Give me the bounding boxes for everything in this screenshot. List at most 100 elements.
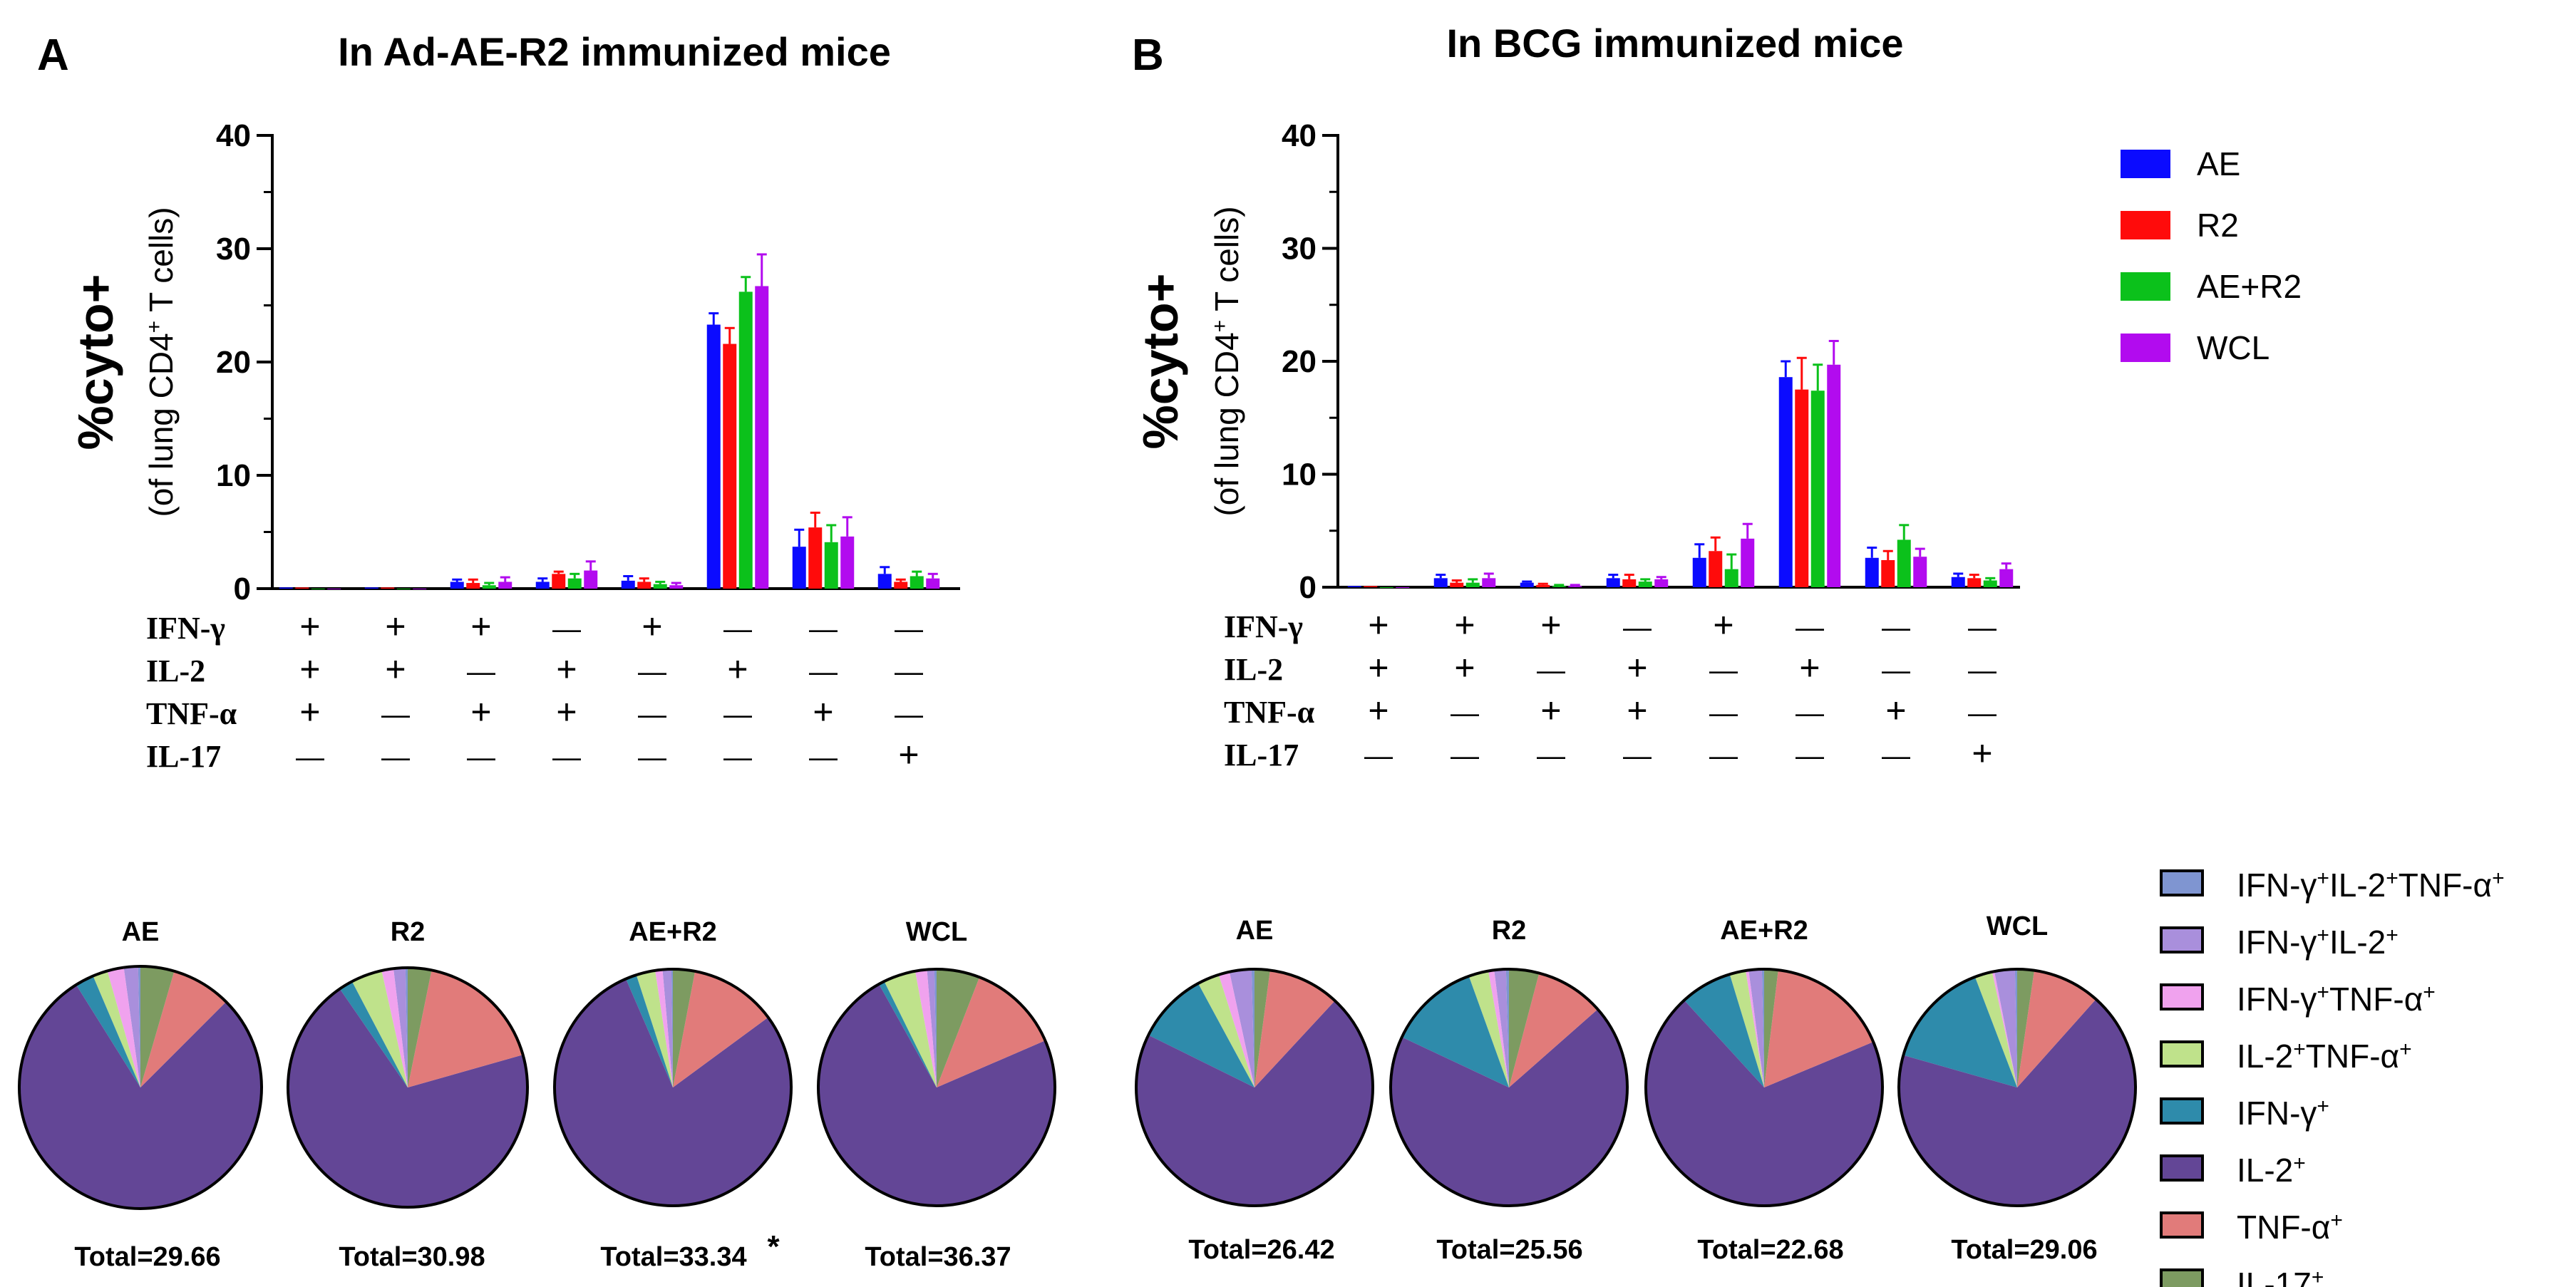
pie-total-label: Total=33.34 <box>600 1242 746 1272</box>
pie-slice-8 <box>1509 969 1540 1087</box>
bar-ae-r2-5 <box>653 584 667 589</box>
pie-slice-8 <box>408 968 432 1087</box>
cytokine-row-label: TNF-α <box>146 696 237 731</box>
pie-slice-7 <box>1254 970 1335 1087</box>
pie-slice-7 <box>408 970 523 1087</box>
pie-slice-2 <box>927 969 937 1087</box>
pie-legend-label-5: IFN-γ+ <box>2237 1095 2329 1132</box>
bar-ae-r2-6 <box>738 291 753 589</box>
bar-wcl-7 <box>840 536 855 589</box>
cytokine-sign: — <box>723 742 752 773</box>
pie-slice-1 <box>405 968 408 1087</box>
cytokine-sign: + <box>642 606 662 646</box>
pie-outline <box>553 968 793 1207</box>
pie-title: R2 <box>1492 916 1527 946</box>
pie-slice-7 <box>2017 970 2096 1087</box>
pie-legend-label-8: IL-17+ <box>2237 1266 2324 1287</box>
pie-slice-1 <box>1251 969 1254 1087</box>
pie-slice-4 <box>636 970 673 1087</box>
cytokine-sign: — <box>1968 655 1997 686</box>
bar-r2-1 <box>1364 586 1378 587</box>
pie-total-label: Total=26.42 <box>1188 1235 1334 1265</box>
pie-outline <box>1135 968 1374 1207</box>
pie-outline <box>18 965 263 1210</box>
cytokine-sign: + <box>1454 605 1475 645</box>
cytokine-sign: — <box>1709 698 1738 729</box>
pie-slice-7 <box>937 977 1046 1087</box>
cytokine-row-label: IFN-γ <box>1224 609 1303 644</box>
bar-r2-2 <box>1450 582 1464 587</box>
cytokine-sign: + <box>385 606 406 646</box>
cytokine-sign: — <box>1796 698 1824 729</box>
pie-a-r2: R2 Total=30.98 <box>287 917 529 1272</box>
y-tick-label: 20 <box>216 345 251 380</box>
bar-r2-7 <box>1881 559 1895 587</box>
cytokine-sign: — <box>638 656 666 688</box>
pie-slice-1 <box>934 969 937 1087</box>
pie-title: AE <box>1236 916 1274 946</box>
pie-slice-4 <box>1729 971 1764 1087</box>
pie-slice-1 <box>2014 969 2017 1087</box>
pie-slice-8 <box>937 969 980 1087</box>
cytokine-sign: — <box>467 656 495 688</box>
cytokine-sign: + <box>1368 691 1389 730</box>
bar-ae-4 <box>1606 578 1620 587</box>
cytokine-row-label: IL-17 <box>146 739 221 774</box>
cytokine-sign: + <box>1627 691 1647 730</box>
pie-slice-7 <box>673 971 768 1087</box>
pie-legend-label-3: IFN-γ+TNF-α+ <box>2237 981 2436 1018</box>
bar-r2-1 <box>295 587 309 589</box>
pie-legend-swatch-1 <box>2160 869 2204 896</box>
cytokine-sign: — <box>1451 698 1479 729</box>
pie-title: WCL <box>1987 911 2049 941</box>
y-axis-subtitle: (of lung CD4+ T cells) <box>143 207 180 517</box>
pie-slice-5 <box>626 975 673 1087</box>
bar-ae-7 <box>1865 557 1879 587</box>
panel-letter-a: A <box>37 31 69 80</box>
bar-ae-5 <box>621 580 635 589</box>
pie-legend-label-6: IL-2+ <box>2237 1152 2306 1189</box>
pie-slice-3 <box>1488 970 1509 1087</box>
pie-legend-swatch-6 <box>2160 1154 2204 1182</box>
cytokine-row-label: IL-17 <box>1224 738 1299 772</box>
pie-slice-4 <box>351 971 408 1087</box>
pie-slice-8 <box>140 966 175 1087</box>
pie-slice-6 <box>288 988 528 1208</box>
cytokine-sign: + <box>1885 691 1906 730</box>
pie-slice-4 <box>1468 971 1509 1087</box>
pie-slice-3 <box>915 969 937 1087</box>
bar-r2-3 <box>466 583 480 589</box>
cytokine-sign: — <box>1623 740 1652 772</box>
bar-wcl-5 <box>669 585 684 589</box>
bar-r2-8 <box>1967 578 1982 587</box>
bar-wcl-8 <box>926 578 940 589</box>
panel-letter-b: B <box>1132 31 1164 80</box>
bar-ae-r2-7 <box>824 542 838 589</box>
legend-swatch-ae-r2 <box>2121 272 2170 301</box>
pie-b-wcl: WCL Total=29.06 <box>1897 911 2137 1265</box>
legend-label-ae-r2: AE+R2 <box>2197 268 2302 305</box>
bar-ae-3 <box>450 582 464 589</box>
pie-legend-swatch-2 <box>2160 926 2204 953</box>
y-tick-label: 30 <box>1282 232 1317 267</box>
bar-legend: AE R2 AE+R2 WCL <box>2121 145 2302 366</box>
pie-slice-7 <box>1509 973 1598 1087</box>
pie-a-wcl: WCL Total=36.37 <box>817 917 1056 1272</box>
bar-ae-5 <box>1692 557 1706 587</box>
pie-slice-1 <box>138 966 140 1087</box>
cytokine-sign: + <box>1540 605 1561 645</box>
cytokine-sign: + <box>898 735 919 775</box>
pie-slice-5 <box>339 981 408 1087</box>
cytokine-sign: + <box>299 649 320 689</box>
bar-ae-r2-5 <box>1724 569 1738 587</box>
pie-slice-4 <box>1974 971 2017 1087</box>
y-tick-label: 20 <box>1282 344 1317 379</box>
bar-ae-2 <box>1433 578 1448 587</box>
pie-slice-5 <box>879 981 937 1087</box>
pie-b-r2: R2 Total=25.56 <box>1389 916 1629 1265</box>
y-tick-label: 10 <box>216 458 251 493</box>
pie-title: R2 <box>391 917 426 947</box>
pie-slice-1 <box>1761 969 1764 1087</box>
cytokine-sign: + <box>1713 605 1733 645</box>
